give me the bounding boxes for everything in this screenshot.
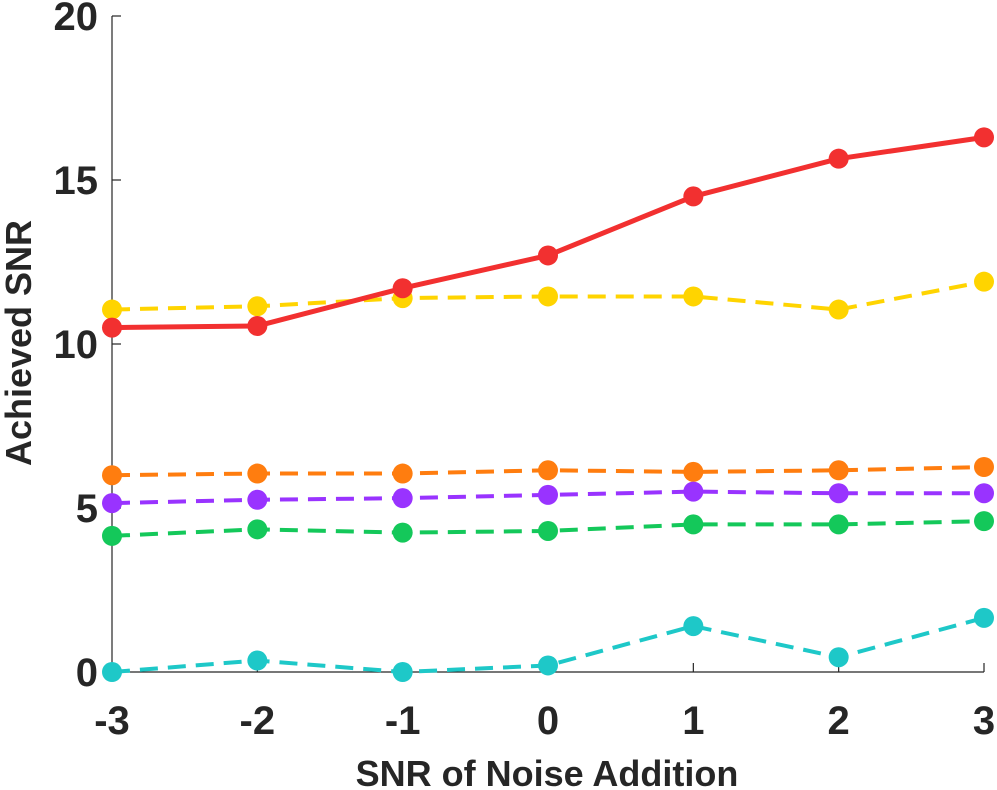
axes: -3 -2 -1 0 1 2 3 0 5 10 15 20 [54,0,996,743]
data-point [828,299,849,320]
data-point [102,465,122,486]
data-point [392,662,413,682]
data-point [247,489,268,510]
y-ticks: 0 5 10 15 20 [54,0,121,695]
data-point [102,493,122,514]
y-tick-label: 5 [76,487,98,531]
data-point [828,514,849,535]
data-point [247,296,268,317]
x-axis-label: SNR of Noise Addition [356,753,739,790]
data-point [974,271,994,292]
data-point [102,299,122,320]
data-point [538,484,558,505]
data-point [828,460,849,481]
x-tick-label: 2 [828,699,850,743]
data-point [392,463,413,484]
data-point [683,616,704,637]
x-tick-label: 3 [973,699,995,743]
data-point [392,278,413,299]
data-point [683,514,704,535]
series-yellow-dashed [102,271,994,320]
data-point [102,317,122,338]
x-ticks: -3 -2 -1 0 1 2 3 [94,663,995,743]
data-point [683,481,704,502]
data-point [974,127,994,148]
x-tick-label: -1 [385,699,421,743]
data-point [974,511,994,532]
data-point [974,457,994,477]
series-red-solid [102,127,994,338]
x-tick-label: -3 [94,699,130,743]
y-tick-label: 10 [54,323,99,367]
data-point [247,315,268,336]
data-point [538,286,558,307]
series-orange-dashed [102,457,994,486]
data-point [247,463,268,484]
data-point [247,650,268,671]
data-point [683,461,704,482]
y-axis-label: Achieved SNR [0,220,39,466]
series-purple-dashed [102,481,994,514]
data-point [392,488,413,509]
data-point [538,520,558,541]
x-tick-label: -2 [240,699,276,743]
data-point [538,655,558,676]
y-tick-label: 20 [54,0,99,39]
data-point [683,186,704,207]
x-tick-label: 1 [682,699,704,743]
x-tick-label: 0 [537,699,559,743]
data-point [828,148,849,169]
data-point [102,525,122,546]
data-point [828,647,849,668]
y-tick-label: 15 [54,159,99,203]
data-point [102,662,122,682]
data-point [974,483,994,504]
series-cyan-dashed [102,607,994,682]
data-point [392,522,413,543]
data-point [683,286,704,307]
data-point [247,519,268,540]
data-point [974,607,994,628]
data-point [538,460,558,481]
series-group [102,127,994,682]
y-tick-label: 0 [76,651,98,695]
data-point [828,483,849,504]
data-point [538,245,558,266]
series-green-dashed [102,511,994,546]
